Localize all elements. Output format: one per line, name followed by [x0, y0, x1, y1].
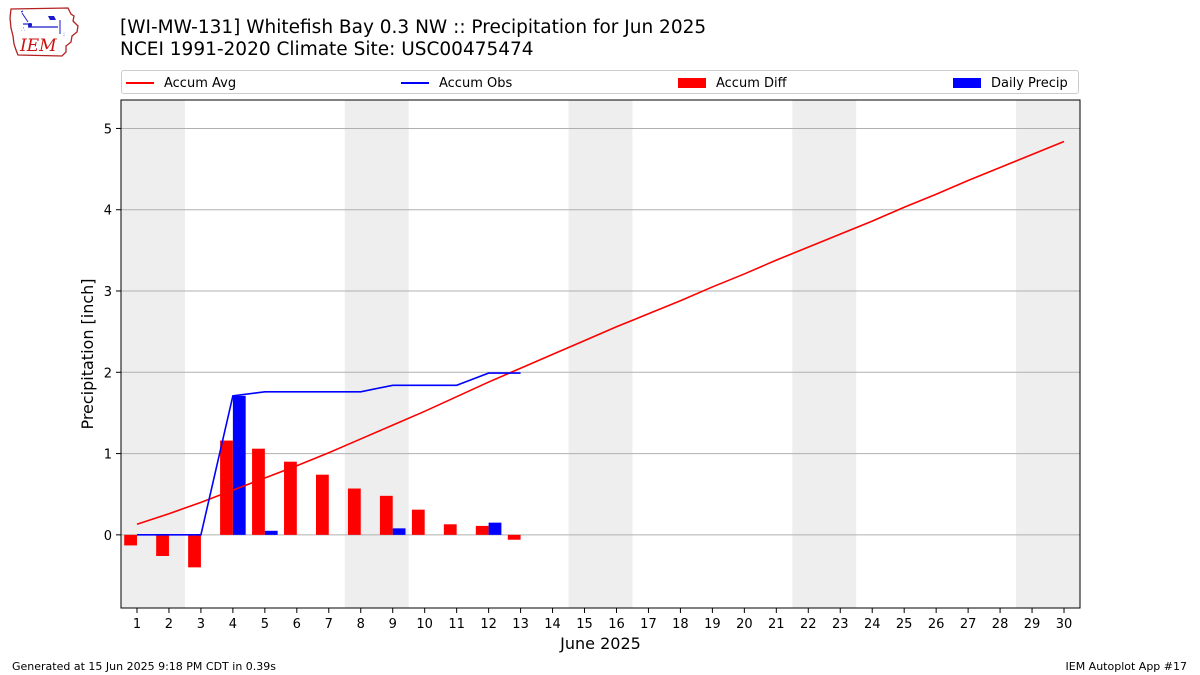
accum-diff-bar — [156, 534, 169, 556]
accum-diff-bar — [284, 461, 297, 535]
legend-label: Accum Avg — [164, 75, 237, 91]
accum-diff-bar — [507, 534, 521, 540]
x-tick-label: 25 — [896, 617, 913, 632]
x-tick-label: 12 — [480, 617, 497, 632]
grid-lines — [121, 127, 1080, 536]
legend-label: Accum Diff — [716, 75, 787, 91]
chart-subtitle: NCEI 1991-2020 Climate Site: USC00475474 — [120, 39, 534, 60]
y-tick-label: 1 — [104, 448, 112, 463]
x-tick-label: 7 — [325, 617, 333, 632]
weekend-band — [1016, 100, 1080, 608]
legend-item-accum-avg: Accum Avg — [126, 74, 236, 92]
y-tick-label: 5 — [104, 122, 112, 137]
x-tick-label: 27 — [960, 617, 977, 632]
x-tick-label: 21 — [768, 617, 785, 632]
app-note: IEM Autoplot App #17 — [1065, 660, 1188, 673]
weekend-bands — [121, 100, 1080, 608]
accum-diff-bar — [475, 525, 489, 535]
accum-diff-bar — [379, 495, 393, 535]
x-tick-label: 11 — [448, 617, 465, 632]
y-tick-label: 3 — [104, 285, 112, 300]
x-tick-label: 22 — [800, 617, 817, 632]
plot-frame — [120, 99, 1081, 609]
accum-diff-bar — [411, 509, 425, 535]
x-tick-label: 14 — [544, 617, 561, 632]
x-tick-label: 29 — [1024, 617, 1041, 632]
y-tick-label: 0 — [104, 529, 112, 544]
svg-text::: : — [63, 31, 65, 38]
x-tick-label: 6 — [293, 617, 301, 632]
legend-label: Accum Obs — [439, 75, 513, 91]
x-tick-label: 1 — [133, 617, 141, 632]
x-tick-label: 19 — [704, 617, 721, 632]
x-tick-label: 28 — [992, 617, 1009, 632]
x-tick-label: 8 — [357, 617, 365, 632]
daily-precip-bar — [488, 522, 502, 535]
x-tick-label: 13 — [512, 617, 529, 632]
x-tick-label: 5 — [261, 617, 269, 632]
x-tick-label: 2 — [165, 617, 173, 632]
x-tick-label: 20 — [736, 617, 753, 632]
y-tick-label: 2 — [104, 366, 112, 381]
legend-item-accum-obs: Accum Obs — [401, 74, 512, 92]
generated-note: Generated at 15 Jun 2025 9:18 PM CDT in … — [12, 660, 277, 673]
accum-diff-bar — [315, 474, 329, 535]
legend-item-accum-diff: Accum Diff — [678, 74, 787, 92]
accum-avg-line — [136, 140, 1065, 526]
legend-label: Daily Precip — [991, 75, 1068, 91]
accum-avg-swatch — [126, 82, 154, 84]
legend-item-daily-precip: Daily Precip — [953, 74, 1068, 92]
x-tick-label: 26 — [928, 617, 945, 632]
x-tick-label: 30 — [1056, 617, 1073, 632]
weekend-band — [121, 100, 185, 608]
accum-diff-swatch — [678, 78, 706, 88]
accum-diff-bar — [188, 534, 201, 568]
accum-diff-bar — [124, 534, 137, 546]
x-tick-label: 15 — [576, 617, 593, 632]
x-tick-label: 9 — [389, 617, 397, 632]
svg-text:.'.: .'. — [21, 27, 26, 33]
daily-precip-bars — [232, 395, 502, 535]
accum-diff-bar — [347, 488, 361, 535]
daily-precip-bar — [232, 395, 246, 535]
x-tick-label: 24 — [864, 617, 881, 632]
daily-precip-bar — [264, 530, 278, 535]
x-tick-label: 16 — [608, 617, 625, 632]
y-axis-ticks: 0 1 2 3 4 5 — [104, 122, 121, 544]
weekend-band — [792, 100, 857, 608]
accum-diff-bar — [252, 448, 265, 535]
chart-title: [WI-MW-131] Whitefish Bay 0.3 NW :: Prec… — [120, 17, 707, 38]
accum-lines — [136, 140, 1065, 536]
x-tick-label: 23 — [832, 617, 849, 632]
x-tick-label: 18 — [672, 617, 689, 632]
x-tick-label: 10 — [416, 617, 433, 632]
daily-precip-swatch — [953, 78, 981, 88]
x-axis-ticks: 1 2 3 4 5 6 7 8 9 10 11 12 13 14 15 16 17 18 19 20 21 22 23 24 2… — [133, 608, 1072, 632]
y-axis-label: Precipitation [inch] — [78, 278, 97, 429]
x-tick-label: 3 — [197, 617, 205, 632]
x-tick-label: 17 — [640, 617, 657, 632]
accum-obs-line — [136, 372, 521, 536]
iem-logo: : .'. IEM — [8, 6, 80, 58]
accum-diff-bar — [220, 440, 233, 535]
x-tick-label: 4 — [229, 617, 237, 632]
legend: Accum Avg Accum Obs Accum Diff Daily Pre… — [121, 70, 1079, 94]
accum-diff-bars — [124, 440, 521, 568]
x-axis-label: June 2025 — [559, 634, 641, 653]
logo-text: IEM — [19, 36, 57, 56]
accum-diff-bar — [443, 524, 457, 535]
y-tick-label: 4 — [104, 204, 112, 219]
daily-precip-bar — [392, 528, 406, 535]
weekend-band — [568, 100, 633, 608]
accum-obs-swatch — [401, 82, 429, 84]
